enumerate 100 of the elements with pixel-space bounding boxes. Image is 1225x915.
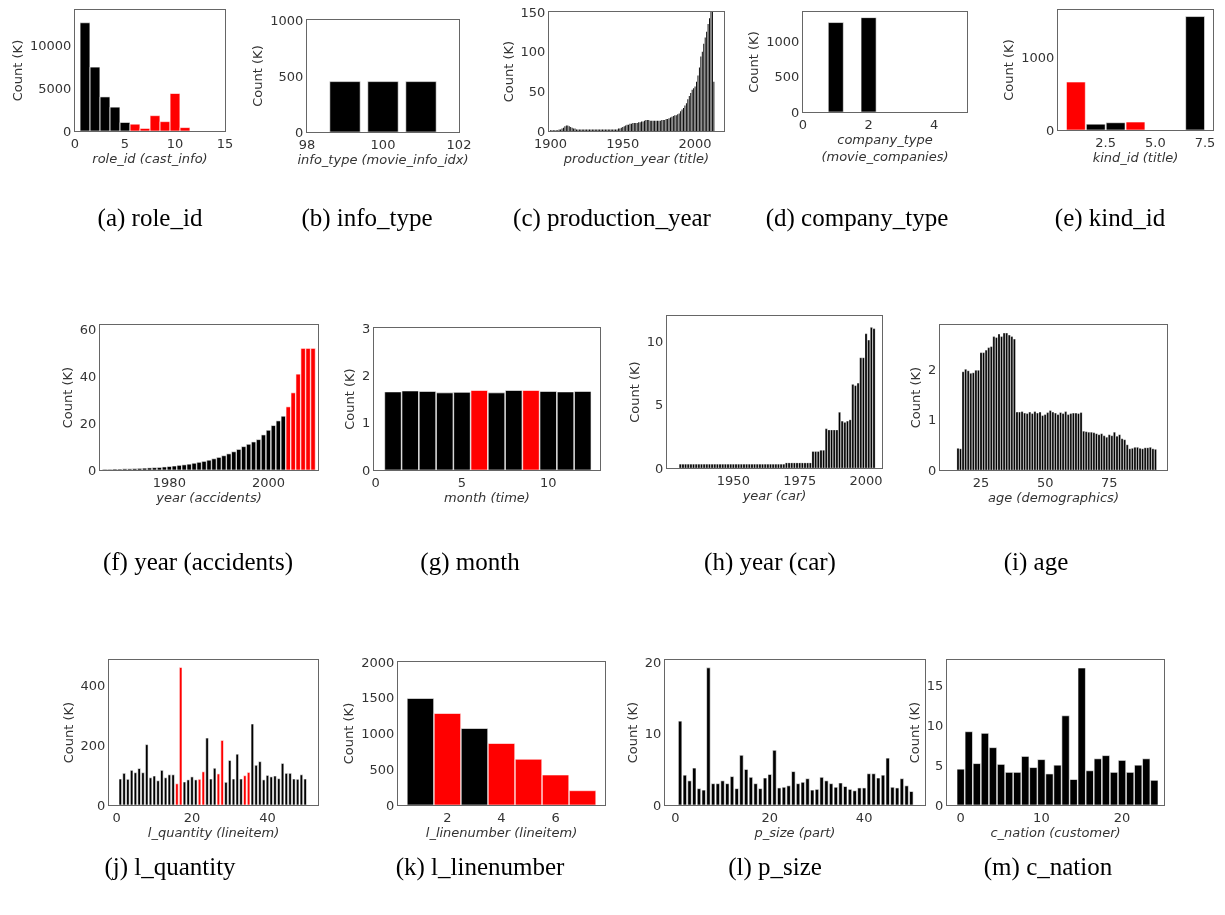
y-tick-label: 10 — [644, 726, 662, 742]
bar — [275, 420, 281, 470]
y-tick-label: 5 — [935, 757, 944, 773]
y-tick-label: 0 — [88, 462, 97, 478]
text: (f) year (accidents) — [102, 548, 294, 576]
y-tick-label: 2 — [928, 361, 937, 377]
y-tick-label: 0 — [655, 460, 664, 476]
bar — [798, 462, 801, 468]
text: (c) production_year — [513, 204, 711, 232]
y-tick-label: 1000 — [361, 726, 395, 742]
x-tick-label: 1950 — [716, 472, 750, 488]
bar — [1113, 432, 1116, 470]
y-tick-label: 0 — [935, 797, 944, 813]
y-tick-label: 0 — [653, 797, 662, 813]
bar — [194, 779, 198, 805]
bar — [260, 434, 267, 470]
y-axis-title: Count (K) — [60, 701, 76, 764]
y-axis-title: Count (K) — [341, 702, 357, 765]
y-axis-title: Count (K) — [342, 368, 358, 430]
x-tick-label: 2000 — [678, 135, 712, 151]
y-axis-title: Count (K) — [626, 361, 642, 423]
text: (b) info_type — [301, 204, 433, 232]
x-tick-label: 15 — [216, 135, 234, 151]
y-axis-title: Count (K) — [906, 701, 922, 764]
y-tick-label: 1000 — [766, 34, 800, 50]
x-tick-label: 25 — [972, 474, 990, 490]
bar — [179, 667, 183, 805]
bar — [220, 740, 224, 805]
x-axis-title: l_linenumber (lineitem) — [425, 825, 578, 841]
x-axis-title: year (car) — [741, 488, 807, 504]
x-tick-label: 20 — [1113, 809, 1131, 825]
bar — [299, 774, 304, 805]
y-tick-label: 500 — [278, 68, 304, 84]
bar — [190, 776, 194, 805]
y-tick-label: 10 — [646, 333, 664, 349]
text: (a) role_id — [97, 204, 203, 232]
x-tick-label: 2000 — [251, 474, 285, 490]
x-axis-title: age (demographics) — [988, 490, 1119, 506]
bar — [145, 744, 149, 805]
y-tick-label: 10000 — [30, 38, 72, 54]
bar — [186, 779, 190, 805]
y-axis-title: Count (K) — [9, 39, 25, 102]
x-tick-label: 75 — [1101, 474, 1118, 490]
bar — [130, 770, 134, 805]
bar — [156, 467, 162, 470]
x-axis-title: month (time) — [444, 490, 530, 506]
y-tick-label: 50 — [528, 83, 546, 99]
bar — [1154, 449, 1157, 470]
bar — [787, 462, 791, 468]
x-tick-label: 10 — [166, 135, 184, 151]
x-tick-label: 40 — [259, 809, 276, 825]
text: (i) age — [1003, 548, 1069, 576]
text: (k) l_linenumber — [395, 853, 565, 881]
bar — [678, 720, 683, 805]
bar — [303, 778, 307, 805]
text: (e) kind_id — [1054, 204, 1166, 232]
y-tick-label: 60 — [79, 322, 97, 338]
x-axis-title: c_nation (customer) — [990, 825, 1121, 841]
bar — [273, 775, 277, 805]
bar — [166, 466, 172, 470]
y-axis-title: Count (K) — [1001, 39, 1017, 101]
bar — [785, 462, 788, 468]
text: (l) p_size — [728, 853, 822, 881]
bar — [793, 462, 796, 468]
y-tick-label: 1000 — [270, 12, 304, 28]
y-axis-title: Count (K) — [908, 366, 924, 429]
y-tick-label: 5 — [655, 397, 664, 413]
x-tick-label: 20 — [183, 809, 201, 825]
bar — [171, 774, 175, 805]
x-tick-label: 102 — [446, 136, 472, 152]
bar — [801, 462, 804, 468]
y-axis-title: Count (K) — [250, 45, 266, 107]
y-tick-label: 0 — [928, 462, 937, 478]
y-tick-label: 40 — [79, 369, 97, 384]
x-tick-label: 0 — [112, 809, 121, 825]
bar — [243, 775, 247, 805]
bar — [1123, 439, 1126, 470]
text: (h) year (car) — [704, 548, 836, 576]
y-tick-label: 10 — [926, 717, 944, 733]
bar — [235, 753, 239, 805]
y-tick-label: 0 — [97, 797, 106, 813]
y-tick-label: 100 — [520, 44, 546, 60]
y-tick-label: 15 — [926, 678, 944, 694]
bar — [152, 775, 156, 805]
x-tick-label: 7.5 — [1194, 134, 1216, 150]
bar — [265, 775, 270, 805]
x-tick-label: 1975 — [783, 472, 817, 488]
y-tick-label: 500 — [774, 69, 800, 85]
bar — [729, 776, 735, 805]
x-tick-label: 2 — [443, 809, 452, 825]
y-tick-label: 200 — [80, 737, 106, 753]
bar — [1185, 16, 1205, 130]
y-tick-label: 2 — [362, 367, 371, 383]
y-tick-label: 1 — [928, 412, 937, 428]
bar — [250, 723, 254, 805]
y-tick-label: 3 — [362, 320, 371, 336]
bar — [269, 776, 273, 805]
bar — [151, 467, 158, 470]
x-tick-label: 5.0 — [1145, 134, 1166, 150]
y-tick-label: 0 — [362, 462, 371, 478]
